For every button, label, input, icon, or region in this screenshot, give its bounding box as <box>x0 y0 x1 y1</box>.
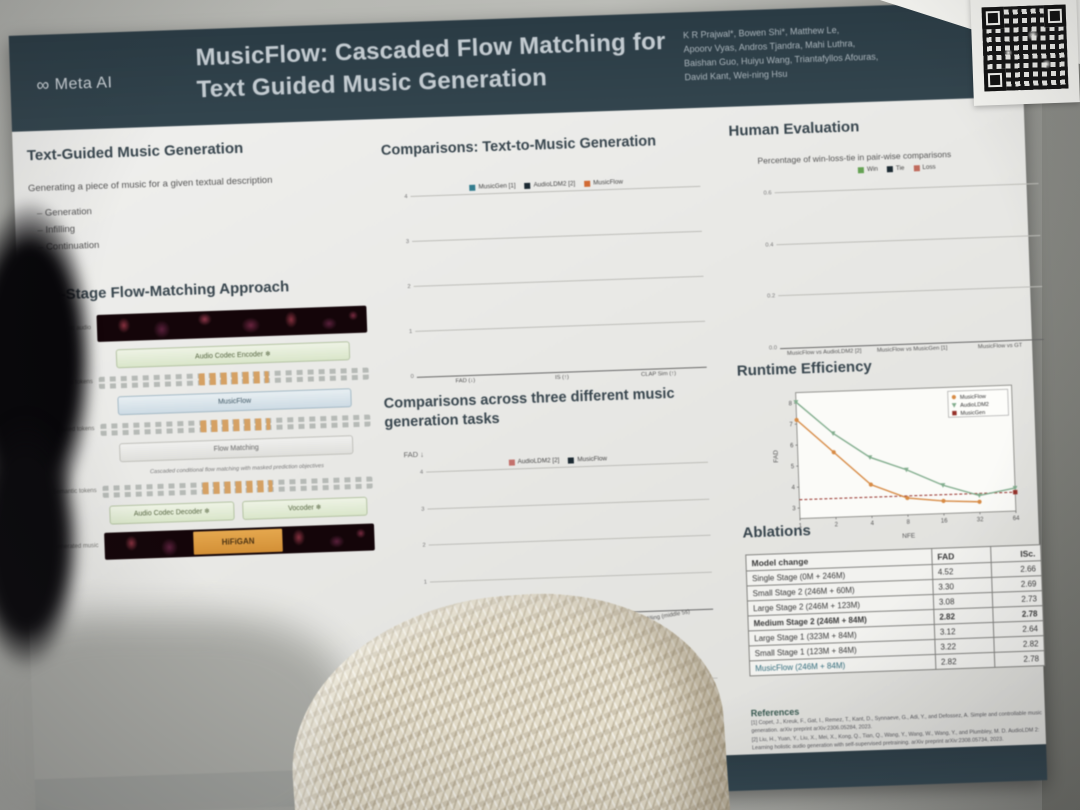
token-strip <box>98 367 369 389</box>
bar-group <box>541 371 583 373</box>
bar <box>642 610 661 612</box>
output-spectrogram: HiFiGAN <box>104 523 375 560</box>
legend-item: Loss <box>913 164 936 172</box>
legend-item: AudioLDM2 [2] <box>508 457 559 466</box>
y-tick-label: 0.2 <box>767 293 776 300</box>
chart-text-to-music: MusicGen [1] AudioLDM2 [2] MusicFlow 0 1 2 3 4 F… <box>392 176 707 393</box>
svg-text:8: 8 <box>789 401 793 407</box>
y-tick-label: 4 <box>404 194 408 201</box>
legend-swatch-icon <box>584 180 591 187</box>
musicflow-box: MusicFlow <box>117 388 352 416</box>
svg-text:32: 32 <box>977 517 985 523</box>
legend-item: Win <box>857 166 878 174</box>
encoder-box: Audio Codec Encoder ❄ <box>115 341 351 369</box>
y-tick-label: 4 <box>419 469 424 476</box>
y-tick-label: 0 <box>410 373 414 381</box>
bar-group <box>808 345 850 348</box>
ablations-table: Model change FAD ISc. Single Stage (0M + 24… <box>745 544 1046 677</box>
poster-authors: K R Prajwal*, Bowen Shi*, Matthew Le, Ap… <box>683 19 985 85</box>
y-tick-label: 0.0 <box>768 345 778 352</box>
person-hair <box>0 415 82 670</box>
legend-item: MusicFlow <box>568 455 607 463</box>
svg-text:2: 2 <box>835 522 839 528</box>
svg-text:5: 5 <box>791 464 795 470</box>
qr-code-card <box>970 0 1080 106</box>
diagram-row-tokens3: Semantic tokens <box>38 476 373 500</box>
svg-text:64: 64 <box>1013 516 1021 522</box>
y-tick-label: 3 <box>405 239 410 246</box>
chart-human-eval: Win Tie Loss 0.0 0.2 0.4 0.6 MusicFlow vs Audio… <box>756 160 1045 364</box>
diagram-row-output: Generated music HiFiGAN <box>40 523 375 562</box>
legend-item: Tie <box>886 165 905 173</box>
diagram-row-decoders: Audio Codec Decoder ❄ Vocoder ❄ <box>39 496 373 527</box>
y-tick-label: 2 <box>422 542 426 549</box>
y-tick-label: 3 <box>421 506 425 513</box>
svg-text:NFE: NFE <box>902 533 916 540</box>
wall-right-edge <box>1042 0 1080 810</box>
qr-finder-icon <box>983 68 1007 92</box>
bar-group <box>891 342 933 345</box>
references-title: References <box>750 706 800 719</box>
qr-finder-icon <box>981 6 1005 30</box>
legend-item: AudioLDM2 [2] <box>524 180 575 189</box>
input-spectrogram <box>96 305 368 342</box>
section-description: Generating a piece of music for a given … <box>27 174 273 195</box>
meta-ai-logo: ∞ Meta AI <box>36 72 113 96</box>
svg-text:AudioLDM2: AudioLDM2 <box>960 402 989 409</box>
y-tick-label: 1 <box>423 579 428 586</box>
svg-text:MusicFlow: MusicFlow <box>960 394 986 401</box>
token-strip <box>100 414 371 436</box>
infinity-logo-icon: ∞ <box>36 74 51 95</box>
chart-runtime-efficiency: 3 4 5 6 7 8 1 2 4 8 16 32 64 NFE FAD MusicFlow AudioLDM2… <box>767 377 1026 546</box>
research-poster: ∞ Meta AI MusicFlow: Cascaded Flow Match… <box>8 0 1048 810</box>
poster-title: MusicFlow: Cascaded Flow Matching for Te… <box>195 25 687 107</box>
bar-group <box>974 339 1016 342</box>
qr-code <box>981 4 1069 92</box>
section-title-ablations: Ablations <box>742 522 812 542</box>
legend-item: MusicFlow <box>584 179 623 187</box>
section-title-runtime: Runtime Efficiency <box>736 357 873 380</box>
logo-text: Meta AI <box>54 74 113 94</box>
svg-text:FAD: FAD <box>773 450 780 463</box>
svg-text:6: 6 <box>790 443 794 449</box>
svg-text:7: 7 <box>789 422 793 428</box>
legend-swatch-icon <box>508 458 515 466</box>
flow-matching-box: Flow Matching <box>118 435 354 463</box>
vocoder-box: Vocoder ❄ <box>242 496 368 521</box>
legend-swatch-icon <box>568 456 575 464</box>
section-title-human-eval: Human Evaluation <box>728 118 860 140</box>
legend-item: MusicGen [1] <box>469 182 516 191</box>
legend-swatch-icon <box>469 184 476 191</box>
section-title-ttm-comparison: Comparisons: Text-to-Music Generation <box>380 133 657 159</box>
chart-plot-area: 0.0 0.2 0.4 0.6 <box>763 171 1044 352</box>
decoder-box: Audio Codec Decoder ❄ <box>109 501 235 525</box>
y-tick-label: 0.6 <box>763 190 772 197</box>
section-title-tasks-comparison: Comparisons across three different music… <box>383 385 675 431</box>
y-tick-label: 1 <box>408 328 413 336</box>
svg-text:4: 4 <box>792 485 796 491</box>
svg-text:8: 8 <box>906 520 910 526</box>
svg-text:4: 4 <box>870 521 874 527</box>
svg-text:MusicGen: MusicGen <box>960 410 985 417</box>
legend-swatch-icon <box>857 166 865 173</box>
fad-axis-label: FAD ↓ <box>403 449 425 460</box>
bar-group <box>449 374 491 376</box>
legend-swatch-icon <box>524 182 531 189</box>
chart-plot-area: 0 1 2 3 4 <box>404 185 707 380</box>
y-tick-label: 0.4 <box>765 241 774 249</box>
svg-text:1: 1 <box>799 523 803 529</box>
svg-text:16: 16 <box>941 518 949 524</box>
y-tick-label: 2 <box>407 284 411 291</box>
bar-group <box>632 367 674 370</box>
diagram-caption: Cascaded conditional flow matching with … <box>149 463 325 476</box>
legend-swatch-icon <box>886 165 893 172</box>
section-title-text-guided: Text-Guided Music Generation <box>26 139 244 165</box>
line-chart-svg: 3 4 5 6 7 8 1 2 4 8 16 32 64 NFE FAD MusicFlowAudioLDM2… <box>773 384 1021 540</box>
svg-text:3: 3 <box>792 506 796 512</box>
hifigan-box: HiFiGAN <box>193 528 284 555</box>
token-strip <box>102 476 373 498</box>
qr-finder-icon <box>1043 4 1067 28</box>
legend-swatch-icon <box>913 164 920 171</box>
